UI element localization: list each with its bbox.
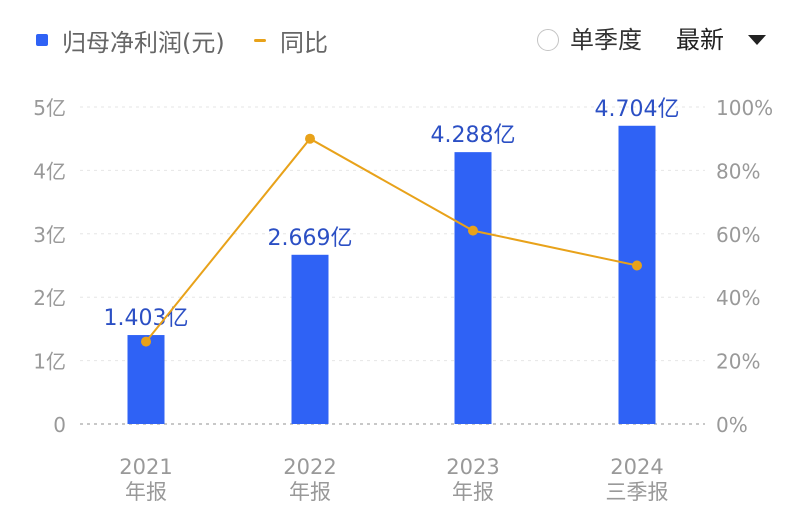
bar-value-label: 1.403亿	[104, 306, 189, 331]
yoy-line	[145, 137, 638, 343]
bar-value-label: 4.288亿	[431, 123, 516, 148]
bar	[618, 125, 656, 424]
bar-value-label: 4.704亿	[595, 97, 680, 122]
x-tick-label-report: 三季报	[606, 480, 669, 504]
legend-label-yoy: 同比	[280, 28, 328, 57]
y-right-tick-label: 60%	[716, 223, 760, 247]
x-tick-label-year: 2023	[446, 455, 499, 479]
legend-label-net-profit: 归母净利润(元)	[62, 28, 225, 57]
chart-header: 归母净利润(元) 同比 单季度 最新	[0, 0, 800, 80]
y-right-tick-label: 80%	[716, 159, 760, 183]
chevron-down-icon[interactable]	[748, 35, 766, 45]
bar	[291, 254, 329, 424]
y-left-tick-label: 2亿	[33, 286, 66, 310]
yoy-point	[141, 336, 151, 347]
legend-item-yoy[interactable]: 同比	[254, 22, 328, 58]
single-quarter-radio[interactable]	[537, 29, 559, 51]
yoy-point	[632, 260, 642, 271]
y-right-tick-label: 20%	[716, 350, 760, 374]
y-left-tick-label: 4亿	[33, 159, 66, 183]
y-left-tick-label: 1亿	[33, 350, 66, 374]
y-left-tick-label: 5亿	[33, 96, 66, 120]
bar	[454, 152, 492, 424]
x-tick-label-year: 2021	[119, 455, 172, 479]
x-tick-label-report: 年报	[289, 480, 331, 504]
line-swatch-icon	[254, 38, 266, 42]
y-right-tick-label: 0%	[716, 413, 748, 437]
yoy-point	[305, 133, 315, 144]
legend-item-net-profit[interactable]: 归母净利润(元)	[36, 22, 225, 58]
y-right-tick-label: 100%	[716, 96, 773, 120]
y-right-tick-label: 40%	[716, 286, 760, 310]
bar-value-label: 2.669亿	[268, 226, 353, 251]
bar-swatch-icon	[36, 34, 48, 46]
y-left-tick-label: 0	[53, 413, 66, 437]
x-tick-label-report: 年报	[125, 480, 167, 504]
x-tick-label-year: 2022	[283, 455, 336, 479]
x-tick-label-report: 年报	[452, 480, 494, 504]
y-left-tick-label: 3亿	[33, 223, 66, 247]
x-tick-label-year: 2024	[610, 455, 663, 479]
yoy-point	[468, 225, 478, 236]
bar	[127, 335, 165, 424]
single-quarter-label[interactable]: 单季度	[570, 26, 642, 54]
period-select[interactable]: 最新	[676, 26, 724, 54]
